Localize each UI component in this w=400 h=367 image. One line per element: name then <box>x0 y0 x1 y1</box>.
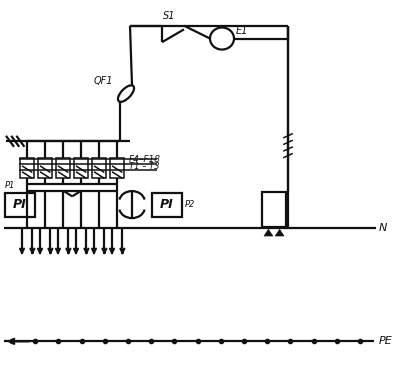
Bar <box>38 158 52 178</box>
Bar <box>262 192 286 227</box>
Text: PI: PI <box>13 198 27 211</box>
Text: T1 – T3: T1 – T3 <box>129 162 160 171</box>
Text: N: N <box>379 222 388 233</box>
Bar <box>110 158 124 178</box>
Text: P1: P1 <box>5 181 15 190</box>
Text: P2: P2 <box>185 200 196 209</box>
Text: S1: S1 <box>163 11 175 21</box>
Text: F4–F18: F4–F18 <box>129 155 161 164</box>
Ellipse shape <box>118 85 134 102</box>
Text: PE: PE <box>379 336 393 346</box>
Text: QF1: QF1 <box>94 76 114 86</box>
Polygon shape <box>275 229 284 236</box>
Bar <box>56 158 70 178</box>
Polygon shape <box>264 229 273 236</box>
Text: E1: E1 <box>236 26 248 36</box>
Circle shape <box>210 28 234 50</box>
Bar <box>5 193 35 217</box>
Text: PI: PI <box>160 198 174 211</box>
Bar <box>152 193 182 217</box>
Bar <box>20 158 34 178</box>
Bar <box>92 158 106 178</box>
Bar <box>74 158 88 178</box>
